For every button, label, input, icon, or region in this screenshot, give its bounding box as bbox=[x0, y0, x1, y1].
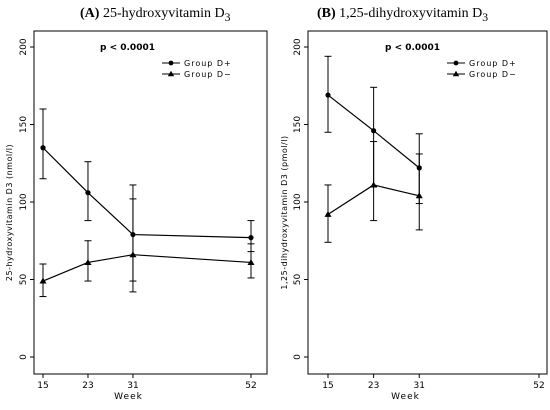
y-tick-label: 100 bbox=[293, 193, 303, 210]
data-point-circle bbox=[85, 190, 91, 196]
x-tick-label: 15 bbox=[322, 381, 333, 391]
x-tick-label: 52 bbox=[533, 381, 544, 391]
legend-label: Group D+ bbox=[469, 59, 517, 68]
plot-frame bbox=[33, 30, 268, 375]
y-tick-label: 50 bbox=[19, 274, 29, 286]
panel-b-title-prefix: (B) bbox=[317, 6, 336, 21]
y-tick-label: 200 bbox=[19, 38, 29, 55]
data-point-triangle bbox=[39, 277, 47, 284]
x-tick-label: 23 bbox=[82, 381, 93, 391]
x-axis-label: Week bbox=[391, 392, 420, 402]
legend-marker-circle bbox=[453, 60, 459, 66]
legend-marker-circle bbox=[168, 60, 174, 66]
data-point-triangle bbox=[324, 210, 332, 217]
x-tick-label: 31 bbox=[127, 381, 138, 391]
legend-label: Group D− bbox=[469, 70, 517, 79]
x-tick-label: 23 bbox=[368, 381, 379, 391]
panel-b-title: (B) 1,25-dihydroxyvitamin D3 bbox=[317, 6, 488, 24]
legend-label: Group D− bbox=[184, 70, 232, 79]
p-value-annotation: p < 0.0001 bbox=[100, 43, 155, 53]
x-tick-label: 52 bbox=[245, 381, 256, 391]
y-axis-label: 1,25-dihydroxyvitamin D3 (pmol/l) bbox=[280, 135, 289, 289]
series-line-d-plus bbox=[42, 147, 252, 239]
y-tick-label: 150 bbox=[19, 116, 29, 133]
data-point-circle bbox=[371, 128, 377, 134]
data-point-circle bbox=[40, 145, 46, 151]
chart-a: 0 50 100 150 200 15 23 31 52 Week 25-hydroxyvitami… bbox=[5, 30, 268, 402]
y-tick-label: 0 bbox=[19, 354, 29, 360]
chart-b: 0 50 100 150 200 15 23 31 52 Week 1,25-dihydroxyvi… bbox=[280, 30, 548, 402]
panel-a-title-prefix: (A) bbox=[80, 6, 100, 21]
x-tick-label: 15 bbox=[37, 381, 48, 391]
panel-a-title-sub: 3 bbox=[224, 10, 231, 24]
panel-b-title-sub: 3 bbox=[482, 10, 489, 24]
plot-frame bbox=[307, 30, 548, 375]
y-tick-label: 0 bbox=[293, 354, 303, 360]
data-point-triangle bbox=[370, 181, 378, 188]
x-axis-label: Week bbox=[114, 392, 143, 402]
data-point-triangle bbox=[84, 258, 92, 265]
data-point-circle bbox=[325, 92, 331, 98]
series-line-d-minus bbox=[42, 254, 252, 282]
panel-a-title-text: 25-hydroxyvitamin D bbox=[102, 6, 225, 21]
y-tick-label: 50 bbox=[293, 274, 303, 286]
panel-b: (B) 1,25-dihydroxyvitamin D3 0 50 100 150 20… bbox=[275, 0, 550, 405]
data-point-triangle bbox=[415, 192, 423, 199]
data-point-triangle bbox=[129, 251, 137, 258]
legend-label: Group D+ bbox=[184, 59, 232, 68]
panel-b-title-text: 1,25-dihydroxyvitamin D bbox=[339, 6, 483, 21]
legend-marker-triangle bbox=[452, 70, 460, 77]
y-tick-label: 150 bbox=[293, 116, 303, 133]
y-axis-label: 25-hydroxyvitamin D3 (nmol/l) bbox=[5, 144, 14, 281]
panel-a: (A) 25-hydroxyvitamin D3 0 50 100 150 200 15 2… bbox=[0, 0, 275, 405]
legend-marker-triangle bbox=[167, 70, 175, 77]
data-point-triangle bbox=[247, 258, 255, 265]
panel-a-title: (A) 25-hydroxyvitamin D3 bbox=[80, 6, 230, 24]
p-value-annotation: p < 0.0001 bbox=[385, 43, 440, 53]
x-tick-label: 31 bbox=[414, 381, 425, 391]
y-tick-label: 100 bbox=[19, 193, 29, 210]
data-point-circle bbox=[248, 235, 254, 241]
y-tick-label: 200 bbox=[293, 38, 303, 55]
